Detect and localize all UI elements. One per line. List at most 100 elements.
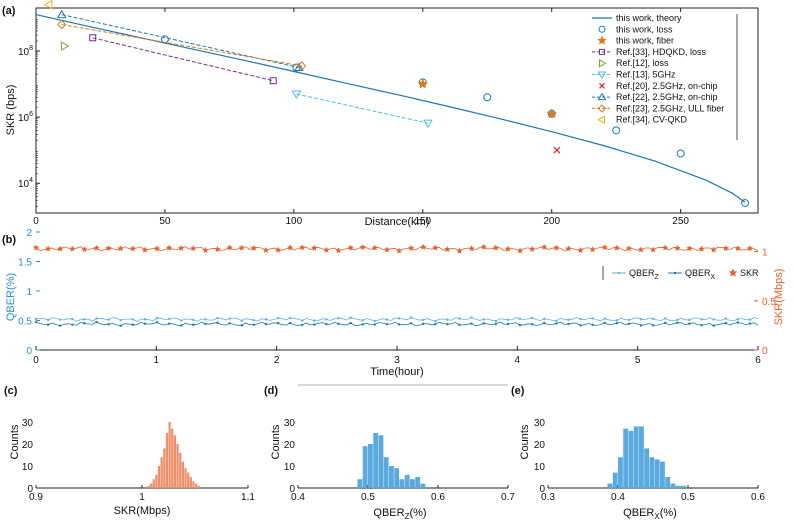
panel-b-point (420, 243, 427, 250)
panel-b-point (44, 245, 52, 252)
panel-b-point (686, 244, 693, 252)
panel-b-point (264, 322, 268, 326)
data-point (296, 61, 307, 71)
panel-b-point (627, 322, 631, 325)
panel-b-point (298, 244, 306, 251)
hist-bar (399, 479, 405, 488)
legend-label: Ref.[23], 2.5GHz, ULL fiber (616, 103, 724, 113)
panel-b-point (664, 317, 667, 320)
panel-b-point (349, 316, 352, 319)
panel-b-point (107, 322, 110, 326)
panel-b-legend-marker (673, 271, 677, 275)
panel-b-point (214, 245, 221, 253)
panel-a-xtick-label: 200 (543, 216, 560, 227)
hist-bar (157, 466, 161, 488)
panel-b-ytick-left-label: 0 (26, 346, 32, 357)
legend-label: Ref.[13], 5GHz (616, 70, 676, 80)
panel-b-point (313, 319, 316, 322)
panel-b-point (180, 324, 183, 327)
panel-b-point (601, 243, 609, 251)
data-point (56, 9, 67, 19)
panel-b-point (700, 324, 703, 327)
panel-d: (d) 0.4 0.5 0.6 0.7 0 10 20 30 QBERZ(%) Counts (264, 384, 515, 521)
panel-b-point (504, 245, 512, 252)
hist-bar (373, 433, 379, 488)
hist-bar (607, 483, 613, 488)
panel-b-point (555, 322, 558, 325)
data-point (546, 108, 558, 119)
hist-ytick-label: 30 (284, 418, 296, 429)
panel-b-point (310, 244, 318, 251)
panel-b-point (615, 319, 619, 322)
panel-b-xtick-label: 2 (274, 355, 280, 366)
hist-bar (184, 468, 187, 488)
panel-b-point (470, 316, 473, 319)
legend-label: Ref.[34], CV-QKD (616, 115, 688, 125)
panel-b-point (651, 324, 655, 327)
panel-e: (e) 0.3 0.4 0.5 0.6 0 10 20 30 QBERX(%) Counts (511, 385, 765, 521)
panel-b-point (553, 244, 560, 251)
panel-b-point (734, 244, 742, 252)
panel-b-point (383, 246, 391, 253)
hist-bar (173, 435, 177, 488)
panel-b-point (712, 318, 715, 321)
panel-b-point (252, 323, 256, 326)
panel-d-xlabel: QBERZ(%) (373, 507, 426, 521)
legend-label: this work, theory (616, 13, 682, 23)
legend-label: this work, fiber (616, 36, 674, 46)
panel-b-point (397, 323, 401, 326)
hist-bar (187, 472, 190, 488)
hist-ytick-label: 0 (289, 484, 295, 495)
panel-a-xtick-label: 0 (33, 216, 39, 227)
panel-b-point (276, 322, 280, 325)
hist-bar (415, 477, 421, 488)
panel-b-point (579, 317, 582, 321)
panel-b-point (337, 316, 340, 320)
panel-b-point (577, 246, 584, 254)
legend-marker (599, 48, 605, 55)
hist-bar (181, 461, 184, 488)
hist-xtick-label: 0.9 (29, 492, 43, 503)
panel-b-ytick-left-label: 0.5 (18, 317, 32, 328)
panel-a-ytick-base: 10 (18, 113, 30, 124)
panel-b-point (530, 323, 534, 326)
legend-marker (598, 25, 606, 33)
panel-b-point (567, 318, 570, 322)
legend-base: QBER (629, 268, 655, 278)
hist-bar (149, 483, 153, 488)
panel-b-point (470, 322, 473, 325)
hist-xtick-label: 0.5 (361, 492, 375, 503)
panel-e-xlabel-base: QBER (623, 507, 654, 519)
panel-a-series (35, 0, 750, 208)
panel-b-point (95, 320, 98, 324)
panel-b-xtick-label: 1 (154, 355, 160, 366)
panel-b-point (165, 244, 173, 251)
hist-bar (404, 474, 410, 488)
panel-b-point (543, 321, 546, 325)
panel-b-point (603, 321, 606, 325)
panel-b-point (228, 322, 231, 325)
hist-bar (195, 483, 198, 488)
panel-b-point (446, 322, 449, 326)
panel-b-point (59, 318, 62, 321)
panel-b-point (105, 244, 112, 252)
panel-b-point (688, 322, 691, 325)
panel-a-xtick-label: 100 (286, 216, 303, 227)
panel-b-point (746, 244, 754, 252)
panel-a-ytick-exp: 6 (29, 111, 33, 118)
panel-b-point (434, 322, 437, 326)
panel-b-point (359, 243, 367, 251)
panel-b-point (180, 319, 183, 322)
panel-c-histogram: 0.9 1 1.1 0 10 20 30 (22, 418, 256, 503)
panel-b-point (518, 317, 522, 321)
panel-b-legend-marker (728, 268, 738, 277)
panel-b-point (286, 244, 294, 251)
panel-b-point (613, 244, 621, 251)
legend-label: Ref.[22], 2.5GHz, on-chip (616, 92, 718, 102)
panel-b-point (141, 246, 149, 253)
hist-bar (163, 448, 166, 488)
panel-b-point (252, 319, 256, 322)
panel-b-point (59, 324, 62, 327)
panel-b-point (506, 322, 510, 326)
panel-b-point (407, 244, 415, 251)
